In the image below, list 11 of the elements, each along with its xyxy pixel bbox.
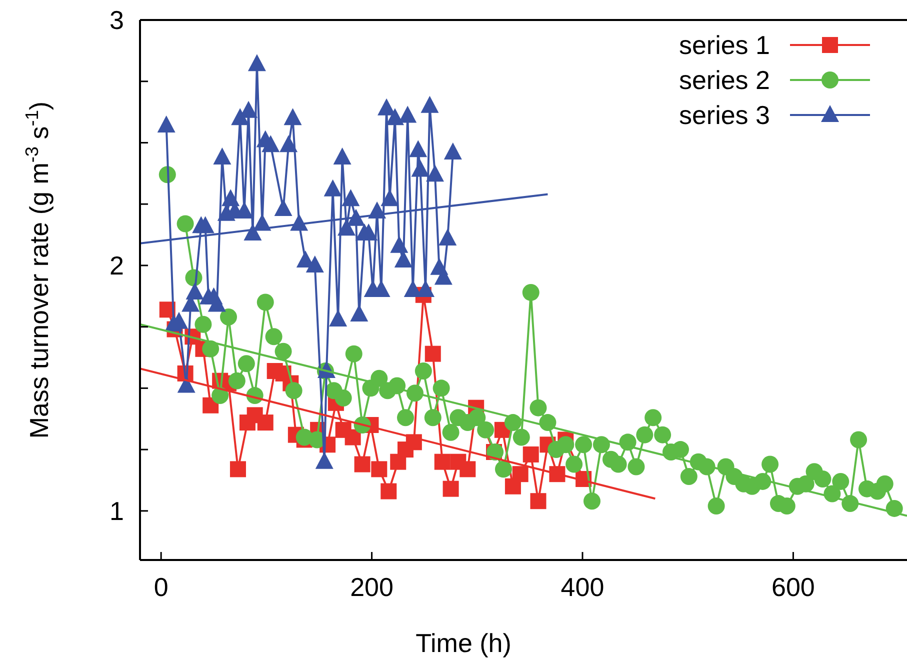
legend-label: series 3 — [678, 100, 770, 130]
x-tick-label: 600 — [772, 572, 815, 602]
y-tick-label: 2 — [110, 250, 124, 280]
x-axis-title: Time (h) — [416, 628, 512, 658]
x-tick-label: 0 — [154, 572, 168, 602]
y-tick-label: 1 — [110, 496, 124, 526]
x-tick-label: 400 — [560, 572, 604, 602]
legend-label: series 1 — [678, 30, 770, 60]
legend-label: series 2 — [678, 65, 770, 95]
y-tick-label: 3 — [110, 5, 124, 35]
x-tick-label: 200 — [350, 572, 394, 602]
